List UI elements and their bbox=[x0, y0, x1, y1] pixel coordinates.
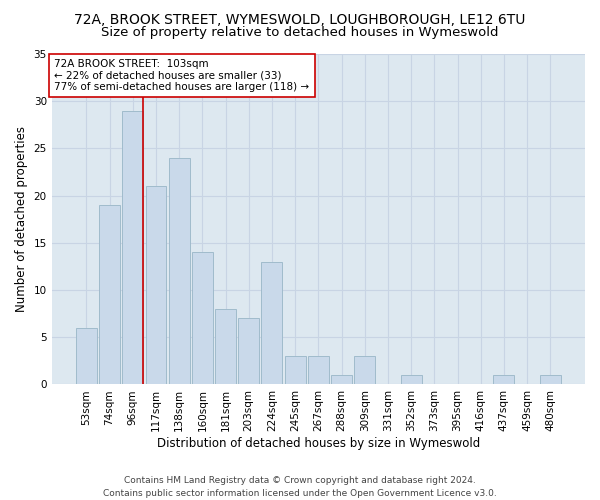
Bar bbox=[354, 356, 375, 384]
Y-axis label: Number of detached properties: Number of detached properties bbox=[15, 126, 28, 312]
Bar bbox=[401, 375, 422, 384]
Text: 72A, BROOK STREET, WYMESWOLD, LOUGHBOROUGH, LE12 6TU: 72A, BROOK STREET, WYMESWOLD, LOUGHBOROU… bbox=[74, 12, 526, 26]
X-axis label: Distribution of detached houses by size in Wymeswold: Distribution of detached houses by size … bbox=[157, 437, 480, 450]
Bar bbox=[192, 252, 213, 384]
Text: Size of property relative to detached houses in Wymeswold: Size of property relative to detached ho… bbox=[101, 26, 499, 39]
Bar bbox=[215, 309, 236, 384]
Bar bbox=[99, 205, 120, 384]
Bar bbox=[540, 375, 561, 384]
Bar bbox=[146, 186, 166, 384]
Bar bbox=[76, 328, 97, 384]
Bar bbox=[169, 158, 190, 384]
Text: 72A BROOK STREET:  103sqm
← 22% of detached houses are smaller (33)
77% of semi-: 72A BROOK STREET: 103sqm ← 22% of detach… bbox=[55, 59, 310, 92]
Bar bbox=[122, 110, 143, 384]
Bar bbox=[308, 356, 329, 384]
Bar bbox=[238, 318, 259, 384]
Bar bbox=[284, 356, 305, 384]
Bar bbox=[262, 262, 283, 384]
Text: Contains HM Land Registry data © Crown copyright and database right 2024.
Contai: Contains HM Land Registry data © Crown c… bbox=[103, 476, 497, 498]
Bar bbox=[331, 375, 352, 384]
Bar bbox=[493, 375, 514, 384]
